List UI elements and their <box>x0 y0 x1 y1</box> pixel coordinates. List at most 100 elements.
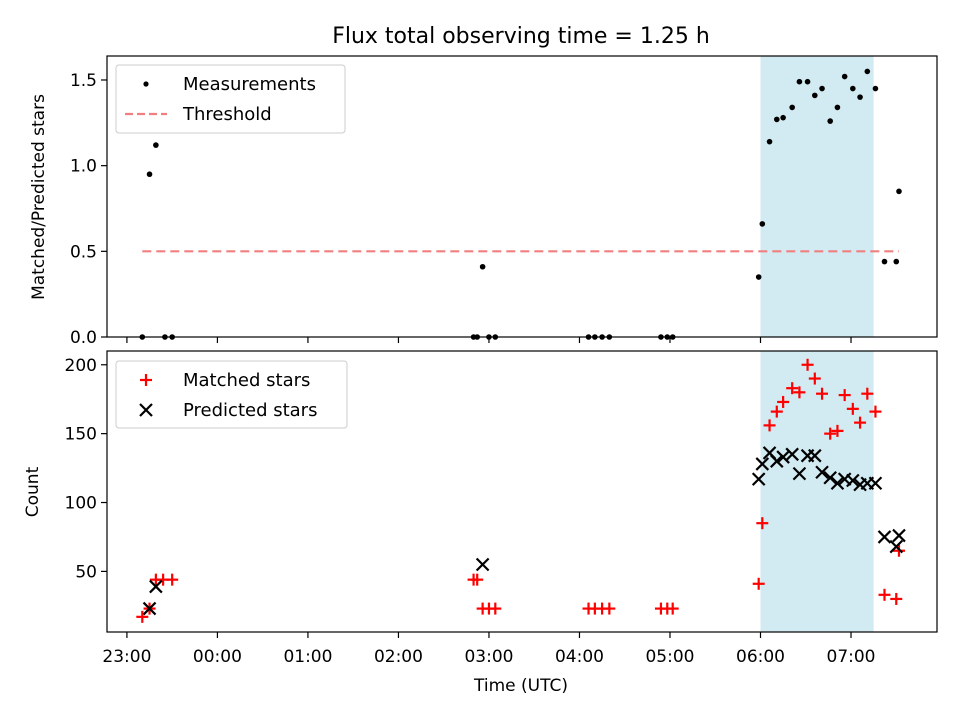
matched-star-point <box>136 610 149 623</box>
measurement-point <box>789 104 795 111</box>
legend-label-matched: Matched stars <box>183 370 310 391</box>
measurement-point <box>841 73 848 80</box>
x-axis-label: Time (UTC) <box>473 676 568 696</box>
matched-star-point <box>816 387 829 400</box>
measurement-point <box>812 92 818 99</box>
x-tick-label: 03:00 <box>464 647 513 667</box>
measurement-point <box>893 258 900 265</box>
legend-marker-measurements <box>143 81 149 87</box>
matched-star-point <box>869 405 882 418</box>
top-legend: Measurements Threshold <box>115 64 346 134</box>
predicted-star-point <box>785 447 799 462</box>
matched-star-point <box>824 427 837 440</box>
x-tick-label: 06:00 <box>736 647 785 667</box>
matched-star-point <box>831 424 844 437</box>
top-y-axis-label: Matched/Predicted stars <box>29 94 49 300</box>
measurement-point <box>864 68 871 75</box>
x-tick-label: 01:00 <box>283 647 332 667</box>
matched-star-point <box>166 573 179 586</box>
predicted-star-point <box>770 454 784 468</box>
matched-star-point <box>808 372 821 385</box>
top-y-tick-label: 1.0 <box>70 157 97 177</box>
x-tick-label: 00:00 <box>193 647 242 667</box>
bottom-y-tick-label: 50 <box>75 562 97 582</box>
top-panel-ratio: 0.0 0.5 1.0 1.5 Matched/Predicted stars Mea… <box>29 55 938 348</box>
measurement-point <box>850 85 856 92</box>
legend-marker-matched <box>140 374 152 386</box>
measurement-point <box>780 114 786 121</box>
measurement-point <box>755 274 762 280</box>
matched-star-point <box>854 416 867 429</box>
measurement-point <box>759 221 766 227</box>
predicted-star-point <box>755 457 770 471</box>
matched-star-point <box>756 517 769 530</box>
matched-star-point <box>489 602 502 615</box>
measurement-point <box>827 118 833 124</box>
x-tick-label: 02:00 <box>374 647 423 667</box>
top-y-tick-label: 0.5 <box>70 242 97 262</box>
x-tick-label: 07:00 <box>827 647 876 667</box>
top-y-tick-label: 0.0 <box>70 328 97 348</box>
bottom-plot-frame <box>106 350 938 633</box>
chart-title: Flux total observing time = 1.25 h <box>332 24 710 49</box>
legend-marker-predicted <box>139 403 153 417</box>
matched-star-point <box>752 577 765 590</box>
matched-star-point <box>890 592 903 605</box>
matched-star-point <box>846 402 859 415</box>
matched-star-point <box>763 419 776 432</box>
predicted-star-point <box>877 530 892 544</box>
measurement-point <box>819 85 825 92</box>
x-tick-label: 23:00 <box>102 647 151 667</box>
bottom-panel-counts: 50 100 150 200 23:00 00:00 01:00 02:00 03:00 04:… <box>23 350 938 696</box>
x-tick-label: 04:00 <box>555 647 604 667</box>
predicted-star-point <box>830 476 845 491</box>
measurement-point <box>146 171 153 178</box>
measurement-point <box>857 94 863 100</box>
predicted-star-point <box>142 601 157 616</box>
predicted-star-point <box>751 472 766 486</box>
matched-star-point <box>793 386 806 399</box>
measurement-point <box>479 263 486 270</box>
measurement-point <box>153 142 159 148</box>
predicted-star-point <box>815 465 829 479</box>
matched-star-point <box>666 602 679 615</box>
matched-star-point <box>838 389 851 402</box>
predicted-star-point <box>808 448 822 463</box>
legend-label-threshold: Threshold <box>182 104 272 125</box>
matched-star-point <box>770 405 783 418</box>
predicted-star-point <box>868 476 883 491</box>
bottom-legend-box <box>115 360 348 429</box>
measurement-point <box>881 258 888 265</box>
matched-star-point <box>786 382 799 395</box>
bottom-y-axis-label: Count <box>23 466 43 517</box>
legend-label-measurements: Measurements <box>183 74 316 95</box>
bottom-y-tick-label: 100 <box>65 494 97 514</box>
matched-star-point <box>603 602 616 615</box>
matched-star-point <box>471 573 484 586</box>
matched-star-point <box>777 395 790 408</box>
matched-star-point <box>861 387 874 400</box>
measurement-point <box>773 116 780 123</box>
predicted-star-point <box>846 473 860 488</box>
predicted-star-point <box>892 528 906 543</box>
predicted-star-point <box>475 557 490 572</box>
bottom-highlight-span <box>760 351 874 632</box>
measurement-point <box>872 85 879 92</box>
predicted-star-point <box>823 470 837 485</box>
matched-star-point <box>801 358 814 371</box>
predicted-star-point <box>889 539 904 554</box>
predicted-star-point <box>776 450 790 464</box>
measurement-point <box>766 138 773 145</box>
bottom-legend: Matched stars Predicted stars <box>115 360 348 429</box>
measurement-point <box>896 188 902 195</box>
bottom-y-tick-label: 150 <box>65 425 97 445</box>
top-plot-frame <box>106 55 938 338</box>
top-y-tick-label: 1.5 <box>70 71 97 91</box>
measurement-point <box>804 78 811 85</box>
x-tick-label: 05:00 <box>645 647 694 667</box>
matched-star-point <box>878 588 891 601</box>
predicted-star-point <box>149 579 163 594</box>
predicted-star-point <box>792 466 807 481</box>
measurement-point <box>834 104 841 111</box>
